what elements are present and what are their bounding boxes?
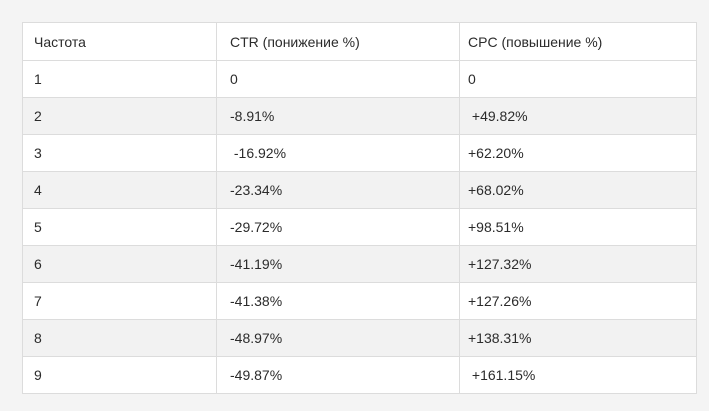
table-body: 1 0 0 2 -8.91% +49.82% 3 -16.92% +62.20%… bbox=[22, 60, 697, 394]
table-row: 2 -8.91% +49.82% bbox=[22, 97, 697, 135]
cell-cpc: +62.20% bbox=[459, 134, 697, 172]
table-row: 1 0 0 bbox=[22, 60, 697, 98]
cell-cpc: +127.26% bbox=[459, 282, 697, 320]
cell-frequency: 7 bbox=[22, 282, 217, 320]
frequency-table-container: Частота CTR (понижение %) CPC (повышение… bbox=[22, 22, 697, 394]
cell-frequency: 1 bbox=[22, 60, 217, 98]
table-row: 5 -29.72% +98.51% bbox=[22, 208, 697, 246]
cell-frequency: 9 bbox=[22, 356, 217, 394]
cell-frequency: 3 bbox=[22, 134, 217, 172]
table-row: 4 -23.34% +68.02% bbox=[22, 171, 697, 209]
table-row: 3 -16.92% +62.20% bbox=[22, 134, 697, 172]
header-frequency: Частота bbox=[22, 22, 217, 61]
table-row: 9 -49.87% +161.15% bbox=[22, 356, 697, 394]
table-row: 7 -41.38% +127.26% bbox=[22, 282, 697, 320]
cell-cpc: 0 bbox=[459, 60, 697, 98]
cell-frequency: 5 bbox=[22, 208, 217, 246]
cell-ctr: -23.34% bbox=[216, 171, 460, 209]
cell-cpc: +98.51% bbox=[459, 208, 697, 246]
cell-ctr: 0 bbox=[216, 60, 460, 98]
header-cpc: CPC (повышение %) bbox=[459, 22, 697, 61]
header-row: Частота CTR (понижение %) CPC (повышение… bbox=[22, 22, 697, 61]
cell-ctr: -41.19% bbox=[216, 245, 460, 283]
cell-frequency: 2 bbox=[22, 97, 217, 135]
cell-ctr: -29.72% bbox=[216, 208, 460, 246]
cell-ctr: -48.97% bbox=[216, 319, 460, 357]
cell-cpc: +138.31% bbox=[459, 319, 697, 357]
cell-ctr: -16.92% bbox=[216, 134, 460, 172]
frequency-table: Частота CTR (понижение %) CPC (повышение… bbox=[22, 22, 697, 394]
cell-frequency: 4 bbox=[22, 171, 217, 209]
cell-ctr: -8.91% bbox=[216, 97, 460, 135]
cell-frequency: 8 bbox=[22, 319, 217, 357]
table-row: 6 -41.19% +127.32% bbox=[22, 245, 697, 283]
table-header: Частота CTR (понижение %) CPC (повышение… bbox=[22, 22, 697, 61]
cell-ctr: -49.87% bbox=[216, 356, 460, 394]
cell-ctr: -41.38% bbox=[216, 282, 460, 320]
cell-cpc: +49.82% bbox=[459, 97, 697, 135]
cell-cpc: +161.15% bbox=[459, 356, 697, 394]
table-row: 8 -48.97% +138.31% bbox=[22, 319, 697, 357]
header-ctr: CTR (понижение %) bbox=[216, 22, 460, 61]
cell-cpc: +68.02% bbox=[459, 171, 697, 209]
cell-cpc: +127.32% bbox=[459, 245, 697, 283]
cell-frequency: 6 bbox=[22, 245, 217, 283]
